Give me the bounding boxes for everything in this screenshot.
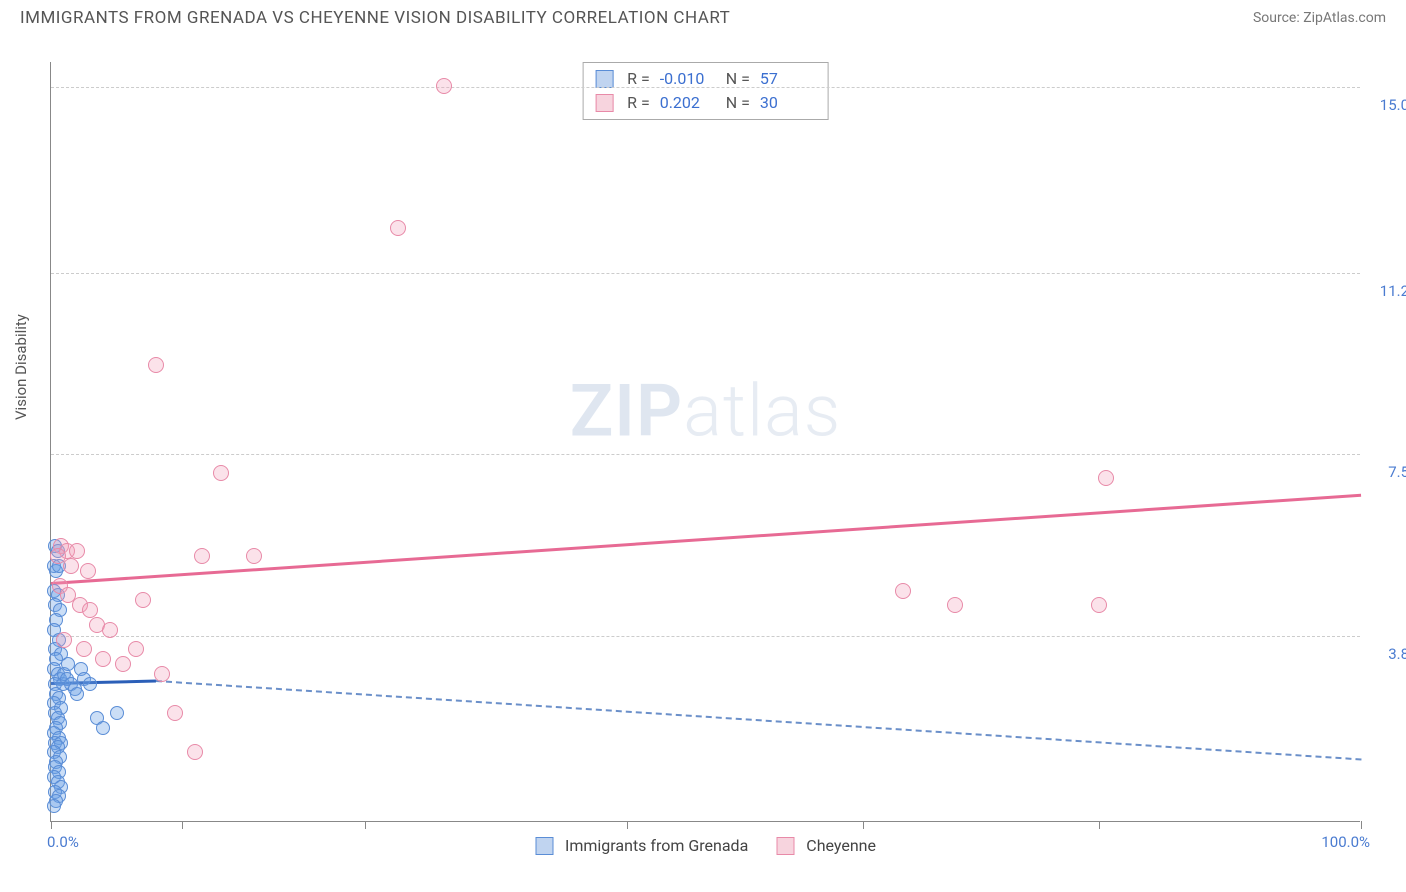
gridline bbox=[51, 636, 1360, 637]
y-tick-label: 11.2% bbox=[1380, 282, 1406, 300]
data-point bbox=[61, 657, 75, 671]
correlation-legend: R = -0.010 N = 57 R = 0.202 N = 30 bbox=[582, 62, 829, 120]
legend-item-cheyenne: Cheyenne bbox=[776, 836, 876, 855]
data-point bbox=[895, 583, 911, 599]
data-point bbox=[102, 622, 118, 638]
data-point bbox=[1098, 470, 1114, 486]
x-tick bbox=[627, 821, 628, 829]
x-tick bbox=[1099, 821, 1100, 829]
data-point bbox=[56, 632, 72, 648]
data-point bbox=[128, 641, 144, 657]
y-tick-label: 3.8% bbox=[1388, 645, 1406, 663]
y-tick-label: 7.5% bbox=[1388, 463, 1406, 481]
data-point bbox=[390, 220, 406, 236]
regression-line bbox=[51, 493, 1361, 584]
data-point bbox=[76, 641, 92, 657]
gridline bbox=[51, 454, 1360, 455]
chart-header: IMMIGRANTS FROM GRENADA VS CHEYENNE VISI… bbox=[0, 0, 1406, 40]
x-axis-max-label: 100.0% bbox=[1321, 833, 1370, 851]
chart-title: IMMIGRANTS FROM GRENADA VS CHEYENNE VISI… bbox=[20, 8, 730, 28]
swatch-pink bbox=[776, 837, 794, 855]
data-point bbox=[194, 548, 210, 564]
x-tick bbox=[863, 821, 864, 829]
data-point bbox=[947, 597, 963, 613]
x-axis-min-label: 0.0% bbox=[47, 833, 79, 851]
x-tick bbox=[51, 821, 52, 829]
data-point bbox=[246, 548, 262, 564]
x-tick bbox=[182, 821, 183, 829]
data-point bbox=[167, 705, 183, 721]
swatch-blue bbox=[535, 837, 553, 855]
data-point bbox=[70, 687, 84, 701]
data-point bbox=[135, 592, 151, 608]
data-point bbox=[148, 357, 164, 373]
x-tick bbox=[365, 821, 366, 829]
watermark: ZIPatlas bbox=[570, 369, 842, 454]
y-axis-label: Vision Disability bbox=[12, 314, 30, 420]
data-point bbox=[83, 677, 97, 691]
gridline bbox=[51, 87, 1360, 88]
y-tick-label: 15.0% bbox=[1380, 96, 1406, 114]
data-point bbox=[96, 721, 110, 735]
scatter-plot-area: ZIPatlas R = -0.010 N = 57 R = 0.202 N =… bbox=[50, 62, 1360, 822]
data-point bbox=[154, 666, 170, 682]
data-point bbox=[47, 799, 61, 813]
gridline bbox=[51, 273, 1360, 274]
data-point bbox=[69, 543, 85, 559]
swatch-pink bbox=[595, 94, 613, 112]
series-legend: Immigrants from Grenada Cheyenne bbox=[535, 836, 876, 855]
data-point bbox=[82, 602, 98, 618]
data-point bbox=[50, 548, 66, 564]
data-point bbox=[63, 558, 79, 574]
swatch-blue bbox=[595, 70, 613, 88]
regression-line bbox=[156, 680, 1361, 760]
data-point bbox=[95, 651, 111, 667]
data-point bbox=[110, 706, 124, 720]
data-point bbox=[213, 465, 229, 481]
data-point bbox=[436, 78, 452, 94]
data-point bbox=[115, 656, 131, 672]
x-tick bbox=[1361, 821, 1362, 829]
data-point bbox=[187, 744, 203, 760]
source-attribution: Source: ZipAtlas.com bbox=[1253, 10, 1386, 26]
legend-item-grenada: Immigrants from Grenada bbox=[535, 836, 748, 855]
legend-row-pink: R = 0.202 N = 30 bbox=[595, 91, 816, 115]
data-point bbox=[1091, 597, 1107, 613]
data-point bbox=[80, 563, 96, 579]
